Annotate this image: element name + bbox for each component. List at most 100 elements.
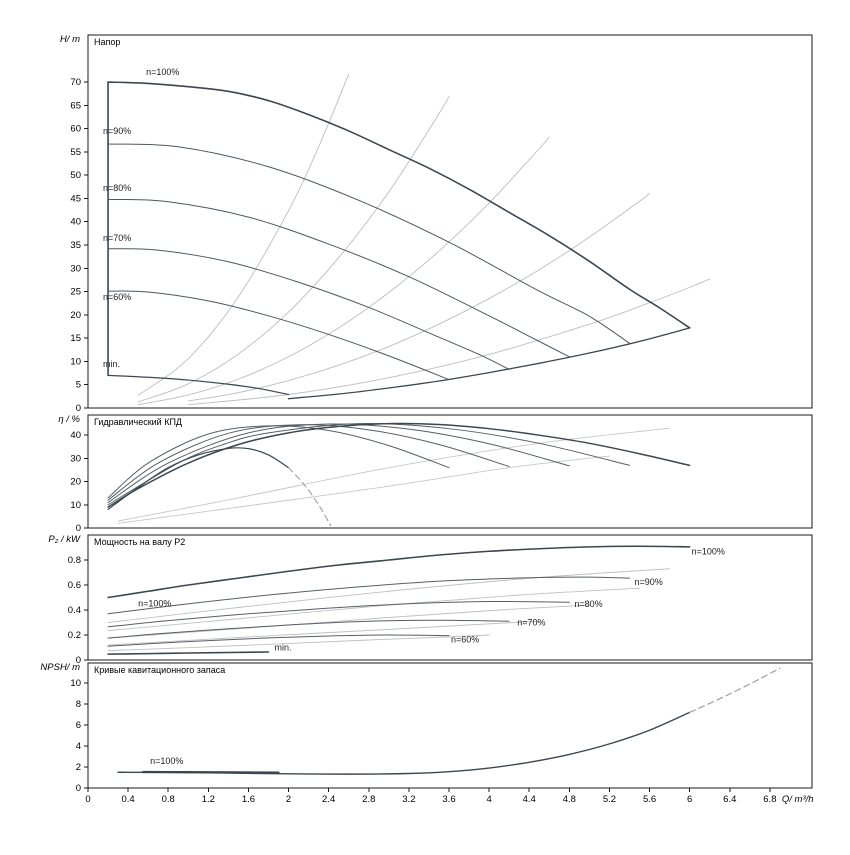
series-label: n=70% [517,618,545,628]
y-tick-label: 40 [70,217,81,228]
series-p2-min [107,651,270,655]
annotation-label: n=100% [138,598,171,608]
y-axis-label: NPSH/ m [40,662,80,673]
panel-power: n=60% n=70% n=80% n=90% min. n=100% n=100% 0 0.2… [48,534,813,666]
series-eff-n=80% [107,423,570,503]
series-p1-line-5 [107,634,490,652]
series-affinity-1 [137,73,350,396]
y-tick-label: 30 [70,453,81,464]
y-tick-label: 10 [70,356,81,367]
series-label: n=60% [103,292,131,302]
panel-border [87,662,813,789]
series-label: n=80% [103,183,131,193]
x-tick-label: 0.4 [122,794,135,805]
y-tick-label: 60 [70,124,81,135]
x-axis: 0 0.4 0.8 1.2 1.6 2 2.4 2.8 3.2 3.6 4 4.4 4.8 5.2 5.6 6… [85,788,814,805]
series-label: n=100% [146,67,179,77]
y-tick-label: 0.8 [68,555,81,566]
series-eff-n=60% [107,425,450,499]
series-label: n=90% [103,126,131,136]
x-tick-label: 0.8 [162,794,175,805]
y-tick-label: 6 [76,720,81,731]
y-tick-label: 0 [76,783,81,794]
series-p2-n=70% [107,619,510,639]
y-tick-label: 0 [76,403,81,414]
series-n=90% [107,143,630,344]
series-p1-line-1 [107,568,671,623]
x-tick-label: 6.4 [723,794,736,805]
y-axis-label: P₂ / kW [48,534,81,545]
panel-title: Кривые кавитационного запаса [94,665,225,675]
series-label: n=90% [635,577,663,587]
x-tick-label: 2.8 [362,794,375,805]
y-tick-label: 70 [70,77,81,88]
series-eff-min [107,447,290,511]
y-axis-label: η / % [58,414,80,425]
y-tick-label: 0.2 [68,630,81,641]
series-n=70% [107,248,510,370]
y-tick-label: 65 [70,100,81,111]
panel-border [87,534,813,661]
series-label: min. [103,359,120,369]
y-tick-label: 50 [70,170,81,181]
series-eff-n=70% [107,424,510,501]
y-tick-label: 40 [70,430,81,441]
y-tick-label: 8 [76,699,81,710]
series-affinity-4 [187,192,650,402]
series-n=100% [107,81,691,329]
series-p1-line-4 [107,620,540,646]
series-p2-n=60% [107,634,450,647]
y-tick-label: 30 [70,263,81,274]
series-eff-min-extrapolated [288,467,332,527]
panel-title: Мощность на валу P2 [94,537,185,547]
series-label: n=100% [150,756,183,766]
y-tick-label: 15 [70,333,81,344]
series-npsh-min-segment [142,770,280,774]
y-tick-label: 0 [76,523,81,534]
series-min [107,374,290,396]
series-label: n=60% [451,635,479,645]
y-tick-label: 45 [70,193,81,204]
series-label: n=70% [103,233,131,243]
y-tick-label: 0.4 [68,605,81,616]
x-tick-label: 5.6 [643,794,656,805]
x-tick-label: 4 [486,794,491,805]
series-p2-n=100% [107,545,691,599]
x-tick-label: 2.4 [322,794,335,805]
x-tick-label: 1.6 [242,794,255,805]
y-axis-label: H/ m [60,34,80,45]
y-tick-label: 4 [76,741,81,752]
series-affinity-2 [137,96,450,403]
series-eff-n=100% [107,422,691,508]
series-p2-n=90% [107,576,630,615]
series-n=80% [107,198,570,358]
x-tick-label: 0 [85,794,90,805]
panel-head: n=90% n=80% n=70% n=60% min. n=100% 0 5 10 15 20 25… [60,34,813,414]
y-tick-label: 5 [76,380,81,391]
x-tick-label: 6.8 [763,794,776,805]
y-tick-label: 55 [70,147,81,158]
series-label: n=100% [692,546,725,556]
x-tick-label: 4.8 [563,794,576,805]
series-max-flow-limit [287,327,691,400]
series-label: n=80% [574,599,602,609]
x-tick-label: 3.2 [402,794,415,805]
panel-title: Гидравлический КПД [94,417,182,427]
y-tick-label: 25 [70,287,81,298]
y-tick-label: 0 [76,655,81,666]
series-p1-line-3 [107,604,590,639]
y-tick-label: 2 [76,762,81,773]
series-n=60% [107,290,450,381]
panel-npsh: n=100% 0 2 4 6 8 10 Кривые кавитационного запас… [40,662,813,794]
y-tick-label: 20 [70,477,81,488]
panel-efficiency: 0 10 20 30 40 Гидравлический КПД η / % [58,414,813,534]
y-tick-label: 0.6 [68,580,81,591]
panel-border [87,414,813,529]
series-affinity-3 [137,136,550,406]
y-tick-label: 20 [70,310,81,321]
series-label: min. [275,643,292,653]
y-tick-label: 10 [70,500,81,511]
